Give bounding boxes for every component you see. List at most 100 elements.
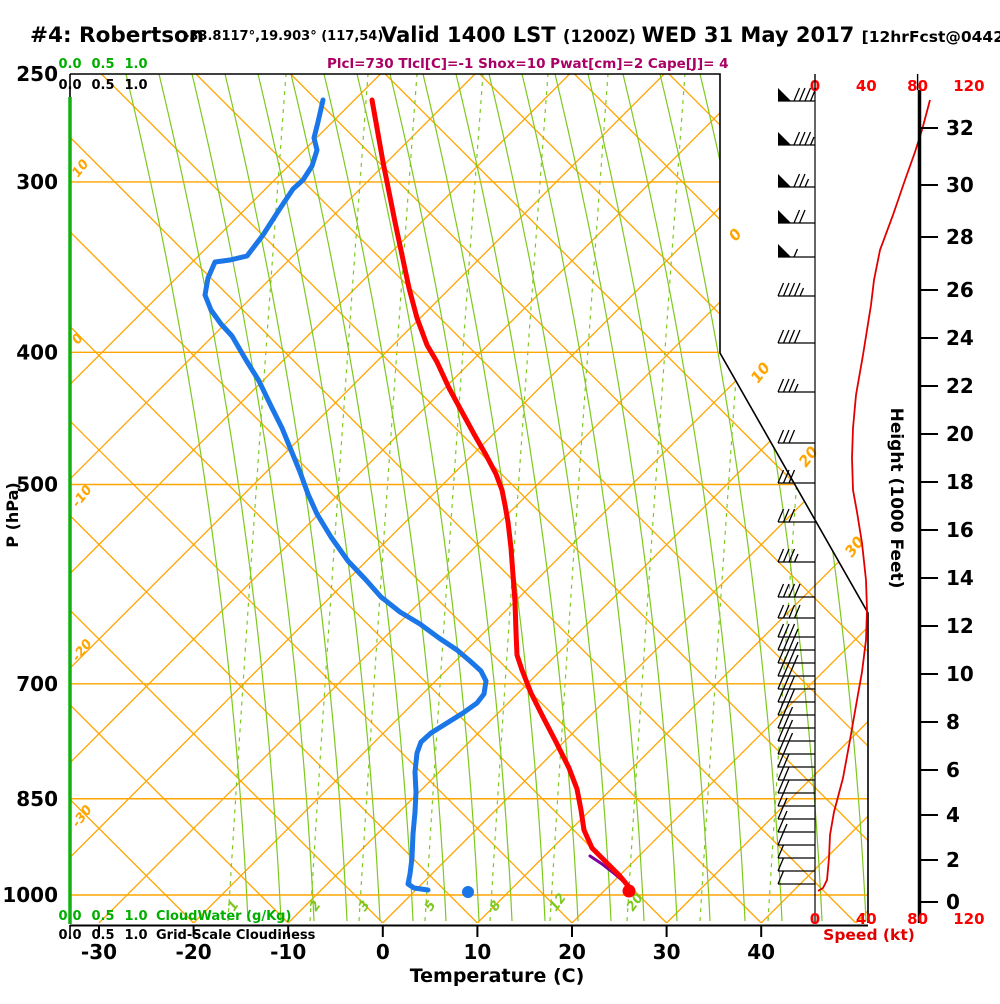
moist-adiabat-line <box>422 74 546 922</box>
isotherm-label-border: 0 <box>725 225 746 244</box>
wind-barb <box>777 805 815 820</box>
wind-barb <box>777 792 815 807</box>
isotherm-line <box>70 74 476 923</box>
cloudwater-scale-1: 1.0 <box>124 57 147 72</box>
isotherm-line <box>476 74 868 923</box>
isotherm-label-left: -10 <box>69 483 95 511</box>
isotherm-label-border: 20 <box>795 443 822 471</box>
isotherm-line <box>855 74 868 923</box>
cloudwater-scale-05: 0.5 <box>91 57 114 72</box>
wind-barb-column <box>777 87 931 923</box>
isotherm-line <box>70 74 760 923</box>
height-tick-label: 24 <box>946 326 974 350</box>
cloudiness-scale-0: 0.0 <box>58 928 81 943</box>
mixing-ratio-line <box>358 74 418 922</box>
mixing-ratio-line <box>549 74 609 922</box>
height-axis-label: Height (1000 Feet) <box>886 408 906 589</box>
grid-clipped <box>70 74 1000 923</box>
height-tick-label: 2 <box>946 848 960 872</box>
height-tick-label: 8 <box>946 710 960 734</box>
moist-adiabat-line <box>323 74 447 922</box>
dry-adiabat-line <box>70 74 573 923</box>
mixing-ratio-label: 2 <box>307 898 324 914</box>
pressure-tick-label: 250 <box>16 62 58 86</box>
wind-barb <box>777 844 815 859</box>
moist-adiabat-line <box>488 74 612 922</box>
moist-adiabat-line <box>521 74 645 922</box>
cloudiness-scale-0: 0.0 <box>58 78 81 93</box>
valid-date: WED 31 May 2017 <box>642 23 862 47</box>
dry-adiabat-line <box>763 74 868 923</box>
dry-adiabat-line <box>100 74 868 923</box>
isotherm-line <box>70 74 854 923</box>
wind-barb <box>777 779 815 794</box>
pressure-tick-label: 1000 <box>2 883 58 907</box>
mixing-ratio-line <box>767 74 827 922</box>
temperature-tick-label: 10 <box>463 940 491 964</box>
isotherm-line <box>70 74 571 923</box>
dry-adiabat-line <box>70 74 478 923</box>
sounding-profiles <box>202 97 636 898</box>
pressure-tick-label: 700 <box>16 672 58 696</box>
wind-speed-curve <box>817 99 931 892</box>
station-title: #4: Robertson <box>30 23 204 48</box>
mixing-ratio-line <box>424 74 484 922</box>
valid-time-title: Valid 1400 LST (1200Z) WED 31 May 2017 [… <box>381 23 1000 47</box>
isotherm-label-left: -20 <box>69 637 95 665</box>
cloudiness-scale-1: 1.0 <box>124 928 147 943</box>
wind-barb <box>778 131 815 146</box>
moist-adiabat-line <box>898 74 1000 921</box>
wind-barb <box>777 429 815 444</box>
isotherm-label-left: 10 <box>69 157 92 180</box>
height-tick-label: 16 <box>946 518 974 542</box>
moist-adiabat-line <box>699 74 823 922</box>
temperature-tick-label: 0 <box>376 940 390 964</box>
profiles-clipped <box>202 97 633 893</box>
speed-tick-label-bottom: 0 <box>810 910 820 928</box>
surface-dewpoint-dot <box>462 886 474 898</box>
dry-adiabat-line <box>70 74 857 923</box>
cloud-scale-bottom: 0.0 0.5 1.0 CloudWater (g/Kg) 0.0 0.5 1.… <box>58 909 315 943</box>
wind-barb <box>777 378 815 393</box>
wind-barb <box>777 548 815 563</box>
wind-barb <box>777 727 815 742</box>
dry-adiabat-line <box>70 74 289 923</box>
mixing-ratio-label: 8 <box>487 898 504 914</box>
height-tick-label: 4 <box>946 803 960 827</box>
moist-adiabat-line <box>455 74 579 922</box>
isotherm-label-left: 0 <box>69 331 86 347</box>
dry-adiabat-line <box>668 74 868 923</box>
isotherm-line <box>98 74 868 923</box>
wind-barb <box>777 714 815 729</box>
wind-barb <box>777 818 815 833</box>
temperature-tick-label: 30 <box>653 940 681 964</box>
wind-barb <box>777 870 815 885</box>
mixing-ratio-line <box>699 74 759 922</box>
mixing-ratio-label: 5 <box>422 898 439 914</box>
wind-barb <box>777 623 815 638</box>
dewpoint-profile <box>202 97 489 893</box>
dry-adiabat-line <box>195 74 868 923</box>
valid-main: Valid 1400 LST <box>381 23 563 47</box>
height-tick-label: 28 <box>946 225 974 249</box>
cloudiness-scale-05: 0.5 <box>91 78 114 93</box>
mixing-ratio-line <box>626 74 686 922</box>
cloudwater-scale-0: 0.0 <box>58 909 81 924</box>
dry-adiabat-line <box>857 74 868 923</box>
pressure-tick-label: 300 <box>16 170 58 194</box>
height-tick-label: 30 <box>946 173 974 197</box>
wind-barb <box>777 766 815 781</box>
temperature-tick-label: 40 <box>747 940 775 964</box>
speed-tick-label-bottom: 120 <box>953 910 984 928</box>
height-tick-label: 18 <box>946 470 974 494</box>
wind-barb <box>777 753 815 768</box>
speed-tick-label-bottom: 40 <box>856 910 877 928</box>
wind-barb <box>777 469 815 484</box>
isotherm-line <box>193 74 868 923</box>
isotherm-label-left: -30 <box>69 803 95 831</box>
dry-adiabat-line <box>70 74 668 923</box>
speed-tick-label-bottom: 80 <box>907 910 928 928</box>
